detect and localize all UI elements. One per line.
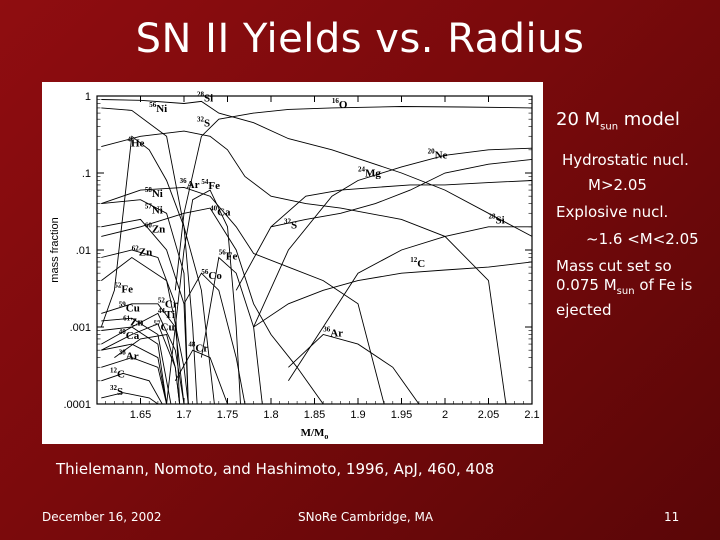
series-label-56co: 56Co — [201, 268, 222, 282]
series-label-52cr: 52Cr — [158, 296, 178, 310]
series-line-56co — [183, 272, 246, 404]
series-line-28si-outer — [288, 226, 532, 382]
model-sub: sun — [600, 121, 619, 133]
series-label-40ca: 40Ca — [210, 205, 231, 219]
series-label-57ni: 57Ni — [145, 202, 163, 216]
y-tick-label: .01 — [76, 245, 91, 257]
yields-chart: 1.65 1.7 1.75 1.8 1.85 1.9 1.95 2 2.05 2.1 1 .1 .01.… — [42, 82, 543, 444]
series-label-44ti: 44Ti — [158, 307, 175, 321]
series-line-40ca-outer — [101, 343, 168, 404]
series-line-12c — [253, 261, 532, 328]
series-line-28si — [101, 99, 532, 237]
series-line-32s-outer — [270, 158, 532, 228]
series-label-24mg: 24Mg — [358, 166, 381, 180]
series-line-57cu — [114, 333, 181, 404]
series-label-20ne: 20Ne — [428, 147, 448, 161]
mass-cut-note: Mass cut set so 0.075 Msun of Fe is ejec… — [556, 257, 706, 320]
series-label-48cr: 48Cr — [188, 341, 208, 355]
series-line-57ni — [101, 218, 189, 404]
series-label-54fe: 54Fe — [201, 178, 220, 192]
y-tick-label: .001 — [70, 322, 91, 334]
series-line-56ni — [101, 107, 198, 404]
model-suffix: model — [618, 109, 680, 130]
citation: Thielemann, Nomoto, and Hashimoto, 1996,… — [56, 460, 495, 478]
series-label-32s: 32S — [197, 116, 210, 130]
y-axis-label: mass fraction — [49, 217, 61, 282]
cut-sub: sun — [616, 285, 635, 297]
cut-prefix: Mass cut set so 0.075 M — [556, 256, 672, 294]
series-line-32s-inner — [101, 392, 159, 404]
series-label-56ni: 56Ni — [149, 101, 167, 115]
series-label-57cu: 57Cu — [154, 320, 175, 334]
x-tick-label: 2.1 — [524, 409, 539, 421]
series-label-58ni: 58Ni — [145, 186, 163, 200]
explosive-note: Explosive nucl. — [556, 202, 669, 221]
series-label-4he: 4He — [127, 136, 144, 150]
hydrostatic-note: Hydrostatic nucl. — [562, 150, 689, 169]
footer-conference: SNoRe Cambridge, MA — [298, 510, 434, 524]
series-label-62zn: 62Zn — [132, 244, 152, 258]
series-line-36ar — [101, 186, 385, 404]
series-label-36ar-outer: 36Ar — [323, 326, 343, 340]
series-label-28si: 28Si — [197, 90, 213, 104]
footer-page-number: 11 — [664, 510, 680, 524]
side-notes: 20 Msun model Hydrostatic nucl. M>2.05 E… — [556, 110, 716, 320]
yields-chart-svg: 1.65 1.7 1.75 1.8 1.85 1.9 1.95 2 2.05 2.1 1 .1 .01.… — [49, 90, 540, 441]
x-tick-label: 1.65 — [130, 409, 151, 421]
slide-title: SN II Yields vs. Radius — [135, 16, 585, 62]
series-label-36ar: 36Ar — [180, 177, 200, 191]
series-line-4he — [100, 135, 215, 404]
model-note: 20 Msun model — [556, 110, 716, 137]
series-label-12c: 12C — [410, 256, 425, 270]
x-tick-label: 2 — [442, 409, 448, 421]
y-tick-label: 1 — [85, 91, 91, 103]
series-label-12c-inner: 12C — [110, 367, 125, 381]
series-line-12c-inner — [101, 372, 163, 404]
series-line-61zn — [101, 326, 168, 404]
x-tick-label: 1.8 — [263, 409, 278, 421]
series-line-56fe — [200, 256, 263, 404]
x-tick-label: 2.05 — [478, 409, 499, 421]
x-tick-label: 1.7 — [176, 409, 191, 421]
hydrostatic-range: M>2.05 — [588, 175, 647, 194]
series-label-32s-inner: 32S — [110, 384, 123, 398]
series-line-36ar-outer — [288, 333, 420, 404]
series-line-52fe — [101, 303, 185, 404]
series-line-24mg — [235, 180, 532, 291]
series-line-20ne — [253, 147, 532, 328]
x-axis-label: M/Mo — [301, 427, 329, 441]
model-prefix: 20 M — [556, 109, 601, 130]
series-label-56fe: 56Fe — [219, 249, 238, 263]
series-label-61zn: 61Zn — [123, 314, 143, 328]
series-label-59cu: 59Cu — [119, 300, 140, 314]
x-tick-label: 1.9 — [350, 409, 365, 421]
x-tick-label: 1.75 — [217, 409, 238, 421]
footer-date: December 16, 2002 — [42, 510, 162, 524]
series-line-48cr — [174, 349, 228, 404]
x-tick-label: 1.95 — [391, 409, 412, 421]
series-line-16o — [174, 106, 532, 291]
series-label-38ar: 38Ar — [119, 348, 139, 362]
cut-suffix: of Fe is ejected — [556, 275, 693, 319]
series-label-28si-outer: 28Si — [489, 213, 505, 227]
series-line-54fe — [166, 189, 241, 404]
series-label-52fe: 52Fe — [114, 282, 133, 296]
series-label-40ca-outer: 40Ca — [119, 328, 140, 342]
series-line-40ca — [101, 207, 324, 404]
series-label-16o: 16O — [332, 97, 348, 111]
explosive-range: ~1.6 <M<2.05 — [586, 229, 699, 248]
series-label-32s-outer: 32S — [284, 218, 297, 232]
series-line-52cr — [101, 312, 185, 404]
series-line-59cu — [101, 317, 172, 404]
series-line-58ni — [101, 199, 189, 404]
series-label-60zn: 60Zn — [145, 221, 165, 235]
series-line-62zn — [101, 256, 189, 404]
y-tick-label: .1 — [82, 168, 91, 180]
y-tick-label: .0001 — [63, 399, 91, 411]
x-tick-label: 1.85 — [304, 409, 325, 421]
series-line-38ar — [101, 357, 168, 404]
